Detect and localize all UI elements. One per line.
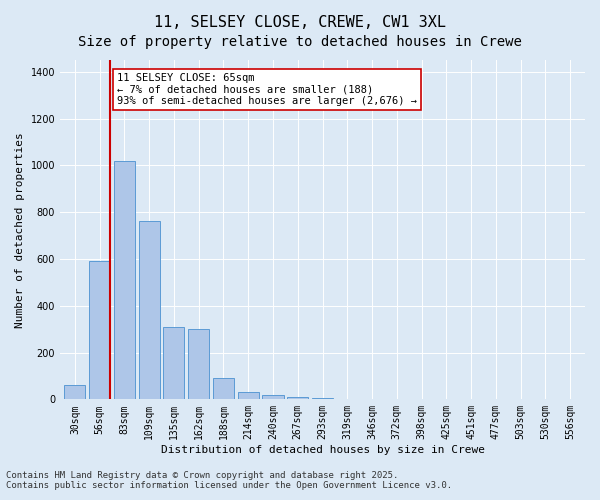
- Text: 11 SELSEY CLOSE: 65sqm
← 7% of detached houses are smaller (188)
93% of semi-det: 11 SELSEY CLOSE: 65sqm ← 7% of detached …: [117, 73, 417, 106]
- Bar: [188, 329, 209, 400]
- Bar: [163, 327, 184, 400]
- X-axis label: Distribution of detached houses by size in Crewe: Distribution of detached houses by size …: [161, 445, 485, 455]
- Bar: [213, 378, 234, 400]
- Text: 11, SELSEY CLOSE, CREWE, CW1 3XL: 11, SELSEY CLOSE, CREWE, CW1 3XL: [154, 15, 446, 30]
- Bar: [312, 398, 333, 400]
- Bar: [287, 397, 308, 400]
- Text: Contains HM Land Registry data © Crown copyright and database right 2025.
Contai: Contains HM Land Registry data © Crown c…: [6, 470, 452, 490]
- Bar: [262, 394, 284, 400]
- Bar: [238, 392, 259, 400]
- Y-axis label: Number of detached properties: Number of detached properties: [15, 132, 25, 328]
- Bar: [114, 160, 135, 400]
- Text: Size of property relative to detached houses in Crewe: Size of property relative to detached ho…: [78, 35, 522, 49]
- Bar: [64, 386, 85, 400]
- Bar: [139, 222, 160, 400]
- Bar: [89, 262, 110, 400]
